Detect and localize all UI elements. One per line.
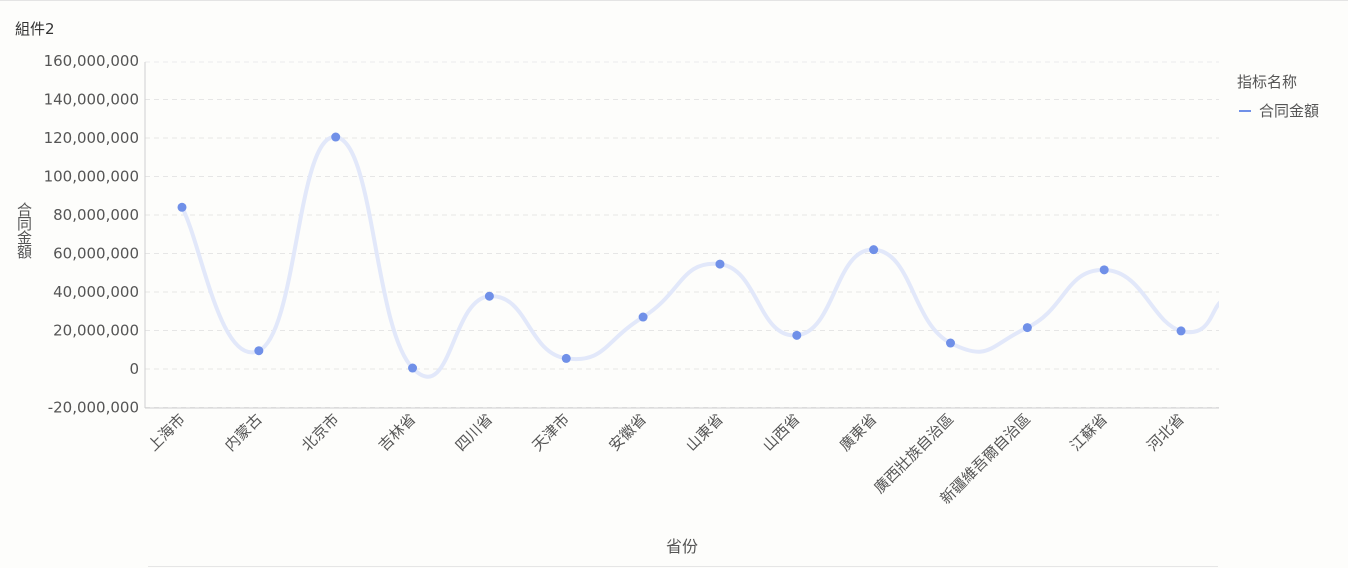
- y-tick-label: 120,000,000: [44, 129, 139, 147]
- legend-item-label: 合同金額: [1259, 102, 1320, 120]
- x-tick-label: 北京市: [298, 410, 343, 455]
- y-tick-label: 40,000,000: [53, 283, 139, 301]
- series-points-layer: [177, 132, 1186, 373]
- x-tick-label: 山東省: [682, 410, 727, 455]
- data-point[interactable]: [177, 202, 187, 212]
- x-tick-label: 吉林省: [375, 410, 420, 455]
- x-tick-labels: 上海市 内蒙古 北京市 吉林省 四川省 天津市 安徽省 山東省 山西省 廣東省廣西壯族自治區新疆維…: [144, 410, 1188, 508]
- legend-title: 指标名称: [1237, 73, 1298, 91]
- data-point[interactable]: [715, 259, 725, 269]
- legend-item-contract-amount[interactable]: 合同金額: [1239, 100, 1319, 121]
- data-point[interactable]: [1022, 323, 1032, 333]
- data-point[interactable]: [561, 353, 571, 363]
- data-point[interactable]: [484, 291, 494, 301]
- x-tick-label: 上海市: [144, 410, 189, 455]
- data-point[interactable]: [946, 338, 955, 348]
- x-tick-label: 安徽省: [605, 410, 650, 455]
- data-point[interactable]: [792, 330, 802, 340]
- y-axis-title: 合同金額: [15, 202, 33, 258]
- bottom-divider: [148, 566, 1218, 567]
- data-point[interactable]: [408, 363, 418, 373]
- y-tick-labels: -20,000,000 0 20,000,000 40,000,000 60,000,0…: [44, 52, 139, 417]
- data-point[interactable]: [1176, 326, 1186, 336]
- data-point[interactable]: [254, 346, 264, 356]
- data-point[interactable]: [1099, 265, 1109, 275]
- y-tick-label: 140,000,000: [44, 91, 139, 109]
- x-axis-title: 省份: [665, 537, 698, 556]
- widget-title: 組件2: [15, 20, 55, 38]
- data-point[interactable]: [638, 312, 648, 322]
- top-border: [0, 0, 1348, 1]
- y-tick-label: 100,000,000: [44, 168, 139, 186]
- x-tick-label: 山西省: [759, 410, 804, 455]
- data-point[interactable]: [869, 245, 879, 255]
- y-tick-label: 80,000,000: [53, 206, 139, 224]
- grid-layer: [145, 61, 1219, 408]
- y-tick-label: 20,000,000: [53, 322, 139, 340]
- x-tick-label: 河北省: [1143, 410, 1188, 455]
- axis-layer: [144, 62, 1219, 409]
- legend-line-swatch: [1239, 109, 1251, 112]
- x-tick-label: 江蘇省: [1066, 410, 1111, 455]
- x-tick-label: 天津市: [529, 410, 574, 455]
- x-tick-label: 四川省: [452, 410, 497, 455]
- x-tick-label: 廣西壯族自治區: [870, 410, 957, 497]
- y-tick-label: 0: [129, 360, 139, 378]
- series-line: [180, 135, 1219, 379]
- y-tick-label: 160,000,000: [44, 52, 139, 70]
- y-tick-label: -20,000,000: [48, 399, 139, 417]
- series-line-layer: [180, 135, 1219, 379]
- data-point[interactable]: [331, 132, 341, 142]
- x-tick-label: 廣東省: [836, 410, 881, 455]
- y-tick-label: 60,000,000: [53, 245, 139, 263]
- x-tick-label: 内蒙古: [221, 410, 266, 455]
